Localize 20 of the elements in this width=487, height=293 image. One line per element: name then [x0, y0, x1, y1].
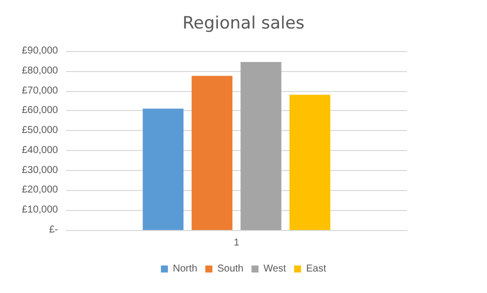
chart-title: Regional sales — [182, 14, 305, 34]
y-tick-label: £60,000 — [22, 105, 58, 116]
y-tick-label: £40,000 — [22, 144, 58, 156]
bar — [290, 94, 330, 230]
y-tick-label: £80,000 — [22, 65, 58, 76]
x-tick-label: 1 — [234, 238, 240, 248]
y-tick-label: £90,000 — [22, 46, 58, 56]
bar — [142, 108, 184, 230]
legend-label: South — [217, 264, 244, 274]
legend-label: North — [172, 264, 198, 274]
y-tick-label: £50,000 — [22, 125, 58, 136]
y-tick-label: £10,000 — [22, 204, 58, 216]
y-tick-label: £20,000 — [22, 184, 58, 196]
legend-label: West — [263, 264, 286, 274]
y-tick-label: £- — [49, 224, 58, 236]
y-tick-label: £70,000 — [22, 85, 58, 96]
legend-label: East — [306, 264, 326, 274]
bar — [240, 62, 282, 230]
bar — [192, 76, 232, 230]
y-tick-label: £30,000 — [22, 164, 58, 176]
